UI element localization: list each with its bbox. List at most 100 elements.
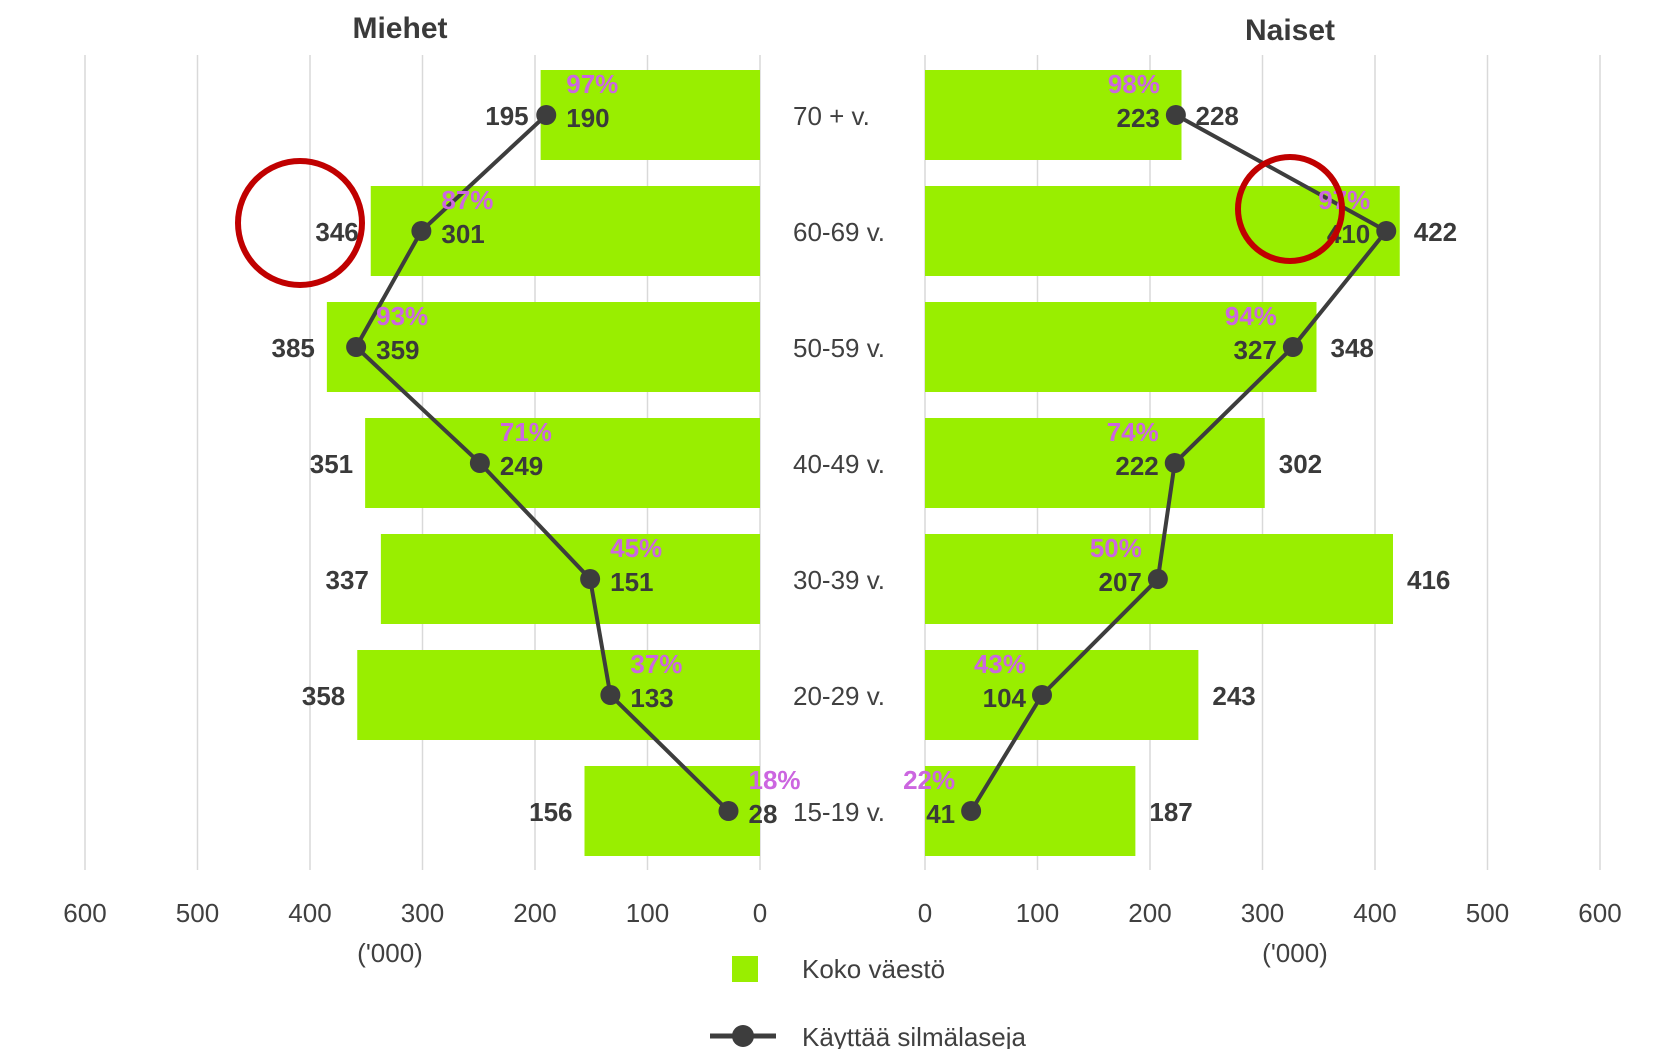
left-x-tick-label: 200 xyxy=(513,898,556,928)
right-x-tick-label: 300 xyxy=(1241,898,1284,928)
right-line-value-label: 327 xyxy=(1233,335,1276,365)
left-bar-value-label: 337 xyxy=(325,565,368,595)
category-label: 50-59 v. xyxy=(793,333,885,363)
right-line-point xyxy=(961,801,982,821)
left-bar-value-label: 156 xyxy=(529,797,572,827)
left-bar-value-label: 351 xyxy=(310,449,353,479)
left-line-value-label: 359 xyxy=(376,335,419,365)
left-x-tick-label: 300 xyxy=(401,898,444,928)
category-label: 30-39 v. xyxy=(793,565,885,595)
legend-bar-label: Koko väestö xyxy=(802,954,945,984)
right-bar-value-label: 416 xyxy=(1407,565,1450,595)
right-bar-value-label: 302 xyxy=(1279,449,1322,479)
left-percent-label: 45% xyxy=(610,533,662,563)
left-line-value-label: 151 xyxy=(610,567,653,597)
left-line-point xyxy=(718,801,739,821)
right-bar xyxy=(925,766,1136,856)
left-line-point xyxy=(346,337,367,357)
left-bar xyxy=(357,650,760,740)
right-bar xyxy=(925,650,1199,740)
legend: Koko väestö Käyttää silmälaseja xyxy=(710,954,1027,1049)
right-bar-value-label: 422 xyxy=(1414,217,1457,247)
right-line-point xyxy=(1376,221,1397,241)
right-percent-label: 22% xyxy=(903,765,955,795)
category-label: 20-29 v. xyxy=(793,681,885,711)
right-line-value-label: 223 xyxy=(1116,103,1159,133)
right-x-tick-label: 0 xyxy=(918,898,932,928)
bars xyxy=(326,70,1400,856)
left-line-point xyxy=(536,105,557,125)
right-line-value-label: 207 xyxy=(1098,567,1141,597)
left-unit-label: ('000) xyxy=(357,938,423,968)
right-panel-title: Naiset xyxy=(1245,14,1335,47)
left-percent-label: 37% xyxy=(630,649,682,679)
right-percent-label: 94% xyxy=(1225,301,1277,331)
left-bar-value-label: 195 xyxy=(485,101,528,131)
right-percent-label: 43% xyxy=(974,649,1026,679)
right-bar-value-label: 228 xyxy=(1196,101,1239,131)
right-line-point xyxy=(1165,105,1186,125)
left-panel-title: Miehet xyxy=(352,12,447,45)
left-x-tick-label: 500 xyxy=(176,898,219,928)
category-label: 70 + v. xyxy=(793,101,870,131)
left-percent-label: 87% xyxy=(441,185,493,215)
right-bar-value-label: 187 xyxy=(1149,797,1192,827)
left-percent-label: 93% xyxy=(376,301,428,331)
right-x-tick-label: 500 xyxy=(1466,898,1509,928)
legend-bar-swatch xyxy=(732,956,758,982)
right-line-value-label: 222 xyxy=(1115,451,1158,481)
axis-ticks: 0 0 100 100 200 200 300 300 400 400 500 500 600 600 xyxy=(63,898,1621,928)
left-bar xyxy=(540,70,760,160)
legend-line-label: Käyttää silmälaseja xyxy=(802,1022,1027,1049)
left-line-point xyxy=(580,569,601,589)
left-x-tick-label: 400 xyxy=(288,898,331,928)
right-percent-label: 98% xyxy=(1108,69,1160,99)
left-line-value-label: 133 xyxy=(630,683,673,713)
left-bar xyxy=(326,302,760,392)
left-line-value-label: 249 xyxy=(500,451,543,481)
right-bar xyxy=(925,418,1265,508)
right-highlight-circle xyxy=(1235,154,1345,264)
left-x-tick-label: 600 xyxy=(63,898,106,928)
category-label: 15-19 v. xyxy=(793,797,885,827)
left-x-tick-label: 100 xyxy=(626,898,669,928)
right-line-point xyxy=(1164,453,1185,473)
lines xyxy=(346,105,1397,821)
left-line-value-label: 301 xyxy=(441,219,484,249)
right-x-tick-label: 600 xyxy=(1578,898,1621,928)
left-line-point xyxy=(600,685,621,705)
highlight-circles xyxy=(235,154,1345,288)
right-bar xyxy=(925,70,1182,160)
right-unit-label: ('000) xyxy=(1262,938,1328,968)
left-bar xyxy=(365,418,760,508)
left-bar-value-label: 346 xyxy=(315,217,358,247)
right-x-tick-label: 100 xyxy=(1016,898,1059,928)
legend-line-marker xyxy=(732,1025,754,1047)
right-line-value-label: 104 xyxy=(983,683,1027,713)
left-x-tick-label: 0 xyxy=(753,898,767,928)
left-bar xyxy=(370,186,760,276)
right-line-value-label: 41 xyxy=(926,799,955,829)
left-percent-label: 97% xyxy=(566,69,618,99)
category-label: 60-69 v. xyxy=(793,217,885,247)
right-bar-value-label: 243 xyxy=(1212,681,1255,711)
right-line-point xyxy=(1147,569,1168,589)
right-bar xyxy=(925,186,1400,276)
left-bar-value-label: 358 xyxy=(302,681,345,711)
left-line-value-label: 190 xyxy=(566,103,609,133)
left-highlight-circle xyxy=(235,158,365,288)
left-bar-value-label: 385 xyxy=(271,333,314,363)
right-bar-value-label: 348 xyxy=(1331,333,1374,363)
left-percent-label: 71% xyxy=(500,417,552,447)
left-line-point xyxy=(411,221,432,241)
right-x-tick-label: 400 xyxy=(1353,898,1396,928)
right-bar xyxy=(925,302,1317,392)
left-line-value-label: 28 xyxy=(749,799,778,829)
right-percent-label: 50% xyxy=(1090,533,1142,563)
left-percent-label: 18% xyxy=(749,765,801,795)
category-label: 40-49 v. xyxy=(793,449,885,479)
right-x-tick-label: 200 xyxy=(1128,898,1171,928)
right-percent-label: 74% xyxy=(1107,417,1159,447)
right-line-point xyxy=(1032,685,1052,705)
